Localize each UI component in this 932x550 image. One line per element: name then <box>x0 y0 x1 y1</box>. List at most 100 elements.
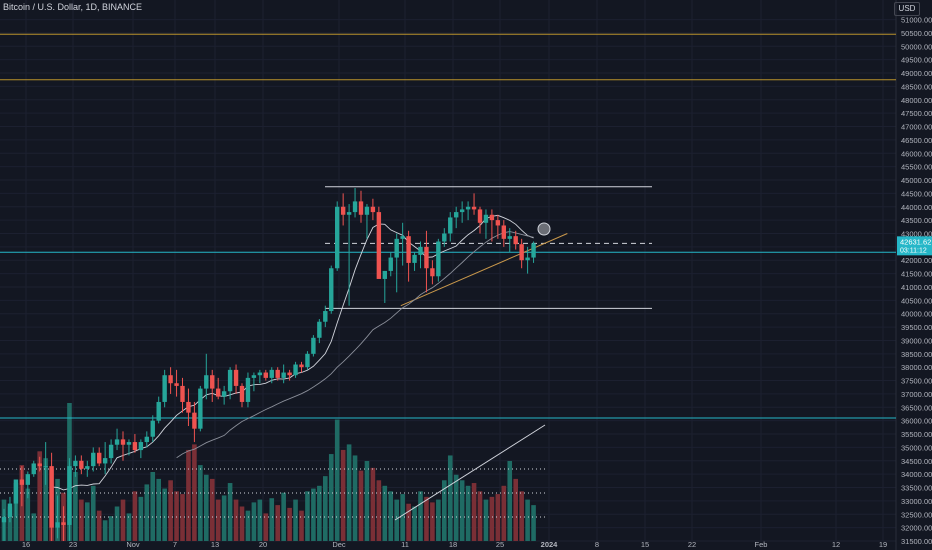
volume-bar <box>287 507 292 541</box>
candle-body <box>31 463 36 475</box>
drawing-annotations[interactable] <box>325 186 652 521</box>
volume-bar <box>430 502 435 541</box>
time-tick-label: 23 <box>69 540 77 549</box>
volume-bar <box>424 496 429 541</box>
candle-body <box>299 364 304 368</box>
candle-body <box>477 209 483 223</box>
candle-body <box>13 479 19 504</box>
price-tick-label: 49500.00 <box>901 56 932 65</box>
price-tick-label: 51000.00 <box>901 16 932 25</box>
candle-body <box>49 466 54 528</box>
candle-body <box>55 522 60 528</box>
volume-bar <box>7 506 13 541</box>
candle-body <box>138 442 144 451</box>
price-tick-label: 32500.00 <box>901 510 932 519</box>
current-price-label: 42631.62 03:11:12 <box>897 236 932 256</box>
candle-body <box>102 458 108 464</box>
candle-body <box>162 375 167 402</box>
candle-body <box>388 257 393 271</box>
volume-bar <box>251 502 257 541</box>
candle-body <box>180 385 185 402</box>
candle-body <box>156 401 161 421</box>
candle-body <box>448 217 453 234</box>
candle-body <box>43 466 48 468</box>
volume-bar <box>180 494 185 541</box>
candle-body <box>323 311 328 322</box>
candle-body <box>275 369 280 378</box>
volume-bar <box>352 455 358 541</box>
candle-body <box>382 270 387 279</box>
candle-body <box>459 209 465 213</box>
price-tick-label: 37500.00 <box>901 377 932 386</box>
volume-bar <box>79 499 84 541</box>
candle-body <box>168 375 173 384</box>
price-tick-label: 41500.00 <box>901 270 932 279</box>
trendline <box>400 233 568 307</box>
candle-body <box>132 442 138 451</box>
symbol-title[interactable]: Bitcoin / U.S. Dollar, 1D, BINANCE <box>3 2 143 12</box>
volume-bar <box>340 449 346 541</box>
volume-bar <box>317 485 322 541</box>
volume-bar <box>215 499 221 541</box>
candle-body <box>120 439 126 445</box>
candle-body <box>1 516 7 523</box>
price-tick-label: 43000.00 <box>901 229 932 238</box>
candle-body <box>150 420 155 437</box>
volume-bar <box>370 467 376 541</box>
candle-body <box>281 372 286 378</box>
time-tick-label: 12 <box>832 540 840 549</box>
volume-bar <box>525 499 530 541</box>
volume-bar <box>221 495 227 541</box>
volume-bar <box>501 485 507 541</box>
volume-bar <box>275 505 280 541</box>
price-tick-label: 36000.00 <box>901 417 932 426</box>
volume-bar <box>311 488 316 541</box>
candle-body <box>174 383 179 386</box>
price-tick-label: 44500.00 <box>901 189 932 198</box>
candlesticks[interactable] <box>1 188 536 541</box>
volume-bar <box>31 513 37 541</box>
volume-bar <box>483 499 489 541</box>
moving-averages <box>51 214 534 491</box>
candle-body <box>198 388 203 429</box>
price-tick-label: 34500.00 <box>901 457 932 466</box>
time-axis[interactable]: 16 23 Nov 7 13 20 Dec 11 18 25 2024 8 15 22 Feb 12 19 <box>22 540 887 549</box>
candle-body <box>25 474 30 485</box>
price-tick-label: 35000.00 <box>901 443 932 452</box>
price-label-countdown: 03:11:12 <box>900 247 927 254</box>
slow-ma-line <box>176 231 534 459</box>
candle-body <box>227 369 233 392</box>
currency-button[interactable]: USD <box>894 2 920 16</box>
price-tick-label: 44000.00 <box>901 203 932 212</box>
price-tick-label: 38500.00 <box>901 350 932 359</box>
volume-bar <box>364 460 370 541</box>
candle-body <box>495 220 501 226</box>
candle-body <box>311 337 316 354</box>
time-tick-label: 8 <box>595 540 599 549</box>
volume-bar <box>192 444 197 541</box>
volume-bar <box>233 499 239 541</box>
volume-bar <box>299 510 304 541</box>
candle-body <box>430 268 435 277</box>
time-tick-label: 7 <box>173 540 177 549</box>
time-tick-label: Nov <box>126 540 140 549</box>
price-tick-label: 45500.00 <box>901 163 932 172</box>
volume-bar <box>465 485 471 541</box>
price-tick-label: 48500.00 <box>901 82 932 91</box>
candle-body <box>329 268 334 312</box>
candle-body <box>412 254 417 263</box>
candle-body <box>436 241 441 277</box>
volume-bar <box>459 480 465 541</box>
volume-bar <box>281 492 286 541</box>
horizontal-levels[interactable] <box>0 33 896 419</box>
volume-bar <box>447 455 453 541</box>
candle-body <box>483 214 489 223</box>
volume-bar <box>382 485 388 541</box>
volume-bar <box>531 505 536 541</box>
candle-body <box>61 522 66 525</box>
price-tick-label: 38000.00 <box>901 363 932 372</box>
time-tick-label: 18 <box>449 540 457 549</box>
price-axis[interactable]: 31500.00 32000.00 32500.00 33000.00 33500.00… <box>901 16 932 546</box>
candle-body <box>376 212 382 279</box>
